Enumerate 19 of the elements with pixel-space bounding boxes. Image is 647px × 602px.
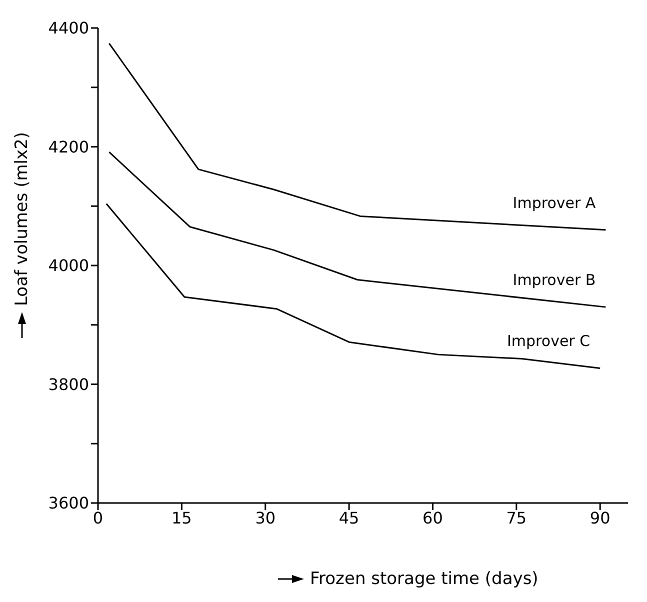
line-series — [108, 151, 606, 308]
x-tick-label: 90 — [590, 508, 610, 528]
x-tick-label: 15 — [172, 508, 192, 528]
y-tick-label: 4400 — [48, 18, 89, 38]
y-axis-title: Loaf volumes (mlx2) — [12, 132, 32, 306]
line-series — [108, 42, 606, 231]
series-label: Improver A — [512, 194, 596, 212]
y-tick-label: 4200 — [48, 137, 89, 156]
x-tick-label: 75 — [506, 508, 527, 528]
x-tick-label: 30 — [255, 508, 276, 528]
x-tick-label: 45 — [338, 508, 360, 528]
y-tick-label: 3600 — [48, 494, 89, 513]
y-tick-label: 4000 — [48, 256, 89, 276]
x-axis-title: Frozen storage time (days) — [310, 569, 538, 589]
x-tick-label: 0 — [92, 508, 104, 528]
y-tick-label: 3800 — [48, 374, 89, 394]
x-tick-label: 60 — [422, 508, 443, 528]
series-label: Improver C — [507, 332, 590, 350]
series-label: Improver B — [512, 271, 596, 290]
